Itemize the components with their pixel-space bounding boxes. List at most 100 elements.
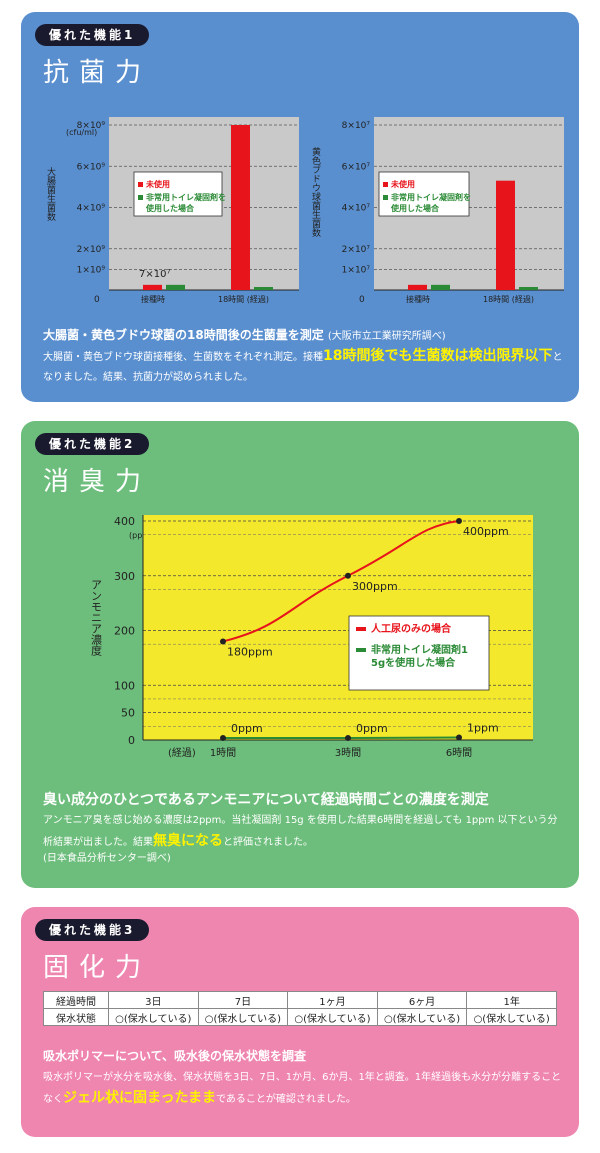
legend-label-treated-text: 5gを使用した場合 [371,656,456,669]
y-tick-label: 200 [114,625,135,638]
feature-panel-solidifying: 優れた機能3 固化力 経過時間 3日 7日 1ヶ月 6ヶ月 1年 保水状態 ○(… [21,907,579,1137]
y-tick-label: 1×10⁹ [77,265,106,275]
y-tick-label: 4×10⁷ [342,204,371,214]
legend-swatch-untreated [356,627,366,631]
data-label-untreated: 300ppm [352,580,398,593]
body-highlight: ジェル状に固まったまま [63,1090,217,1106]
body-text: と評価されました。 [223,837,313,848]
feature-panel-deodorizing: 優れた機能2 消臭力 アンモニア濃度 (ppm) 400 300 200 100 50 0… [21,421,579,888]
chart-unit: (ppm) [129,531,153,540]
body-text: となりました。結果、抗菌力が認められました。 [43,352,563,383]
x-tick-label: 18時間 (経過) [218,294,269,304]
bar-treated [431,284,450,290]
data-label-untreated: 180ppm [227,645,273,658]
legend-label-untreated: 未使用 [145,179,170,189]
series-line-treated [223,736,460,739]
chart-ylabel: アンモニア濃度 [90,579,103,657]
section-body: 大腸菌・黄色ブドウ球菌接種後、生菌数をそれぞれ測定。接種18時間後でも生菌数は検… [43,346,563,388]
feature-badge: 優れた機能3 [35,919,150,941]
section-heading: 大腸菌・黄色ブドウ球菌の18時間後の生菌量を測定 (大阪市立工業研究所調べ) [43,326,446,343]
x-tick-label: (経過) [168,746,196,759]
chart-ylabel: 黄色ブドウ球菌生菌数 [310,146,321,238]
y-tick-label: 8×10⁷ [342,121,371,131]
table-row: 保水状態 ○(保水している) ○(保水している) ○(保水している) ○(保水し… [43,1008,557,1026]
data-annotation: 7×10⁷ [139,269,170,280]
legend-label-untreated: 人工尿のみの場合 [371,622,452,635]
table-cell: ○(保水している) [197,1008,289,1026]
legend-label-treated-text: 使用した場合 [390,203,440,213]
body-highlight: 18時間後でも生菌数は検出限界以下 [323,348,553,364]
table-header-cell: 1ヶ月 [287,991,378,1009]
y-tick-label: 2×10⁷ [342,245,371,255]
legend-label-treated-text: 非常用トイレ凝固剤1 [371,643,468,656]
legend-label-treated: 非常用トイレ凝固剤を 使用した場合 [145,192,229,213]
legend-label-treated-text: 非常用トイレ凝固剤を [391,192,471,202]
data-point-treated [456,734,462,741]
y-tick-label: 4×10⁹ [77,204,106,214]
line-chart-ammonia: アンモニア濃度 (ppm) 400 300 200 100 50 0 (経過) 1時間 3時間… [90,515,533,759]
chart-legend [378,171,470,217]
body-text: 大腸菌・黄色ブドウ球菌接種後、生菌数をそれぞれ測定。接種 [43,352,323,363]
table-header-cell: 1年 [466,991,557,1009]
y-tick-label: 50 [121,707,135,720]
legend-label-treated: 非常用トイレ凝固剤1 5gを使用した場合 [371,643,471,669]
y-tick-label: 300 [114,570,135,583]
x-tick-label: 接種時 [406,294,430,304]
feature-title: 抗菌力 [43,58,152,88]
body-text: であることが確認されました。 [216,1094,356,1105]
heading-text: 大腸菌・黄色ブドウ球菌の18時間後の生菌量を測定 [43,328,324,342]
table-cell: ○(保水している) [287,1008,378,1026]
table-cell: ○(保水している) [466,1008,557,1026]
table-header-cell: 3日 [108,991,199,1009]
bar-untreated [408,284,427,290]
section-body: 吸水ポリマーが水分を吸水後、保水状態を3日、7日、1か月、6か月、1年と調査。1… [43,1068,563,1110]
data-point-untreated [345,572,351,579]
x-tick-label: 接種時 [141,294,165,304]
legend-swatch-untreated [138,182,143,187]
feature-badge: 優れた機能2 [35,433,150,455]
legend-label-untreated: 未使用 [390,179,415,189]
legend-swatch-treated [138,195,143,200]
chart-legend [348,615,490,691]
table-header-cell: 7日 [197,991,289,1009]
table-cell: ○(保水している) [108,1008,199,1026]
data-point-treated [345,735,351,741]
chart-ylabel: 大腸菌生菌数 [45,166,56,222]
chart-zero-label: 0 [94,295,100,305]
retention-table: 経過時間 3日 7日 1ヶ月 6ヶ月 1年 保水状態 ○(保水している) ○(保… [43,991,557,1026]
body-highlight: 無臭になる [153,833,223,849]
table-cell: 保水状態 [43,1008,109,1026]
body-text: アンモニア臭を感じ始める濃度は2ppm。当社凝固剤 15g を使用した結果6時間… [43,815,558,848]
chart-zero-label: 0 [359,295,365,305]
table-header-cell: 6ヶ月 [376,991,468,1009]
data-point-untreated [456,518,462,524]
y-tick-label: 100 [114,679,135,692]
x-tick-label: 1時間 [210,747,236,759]
bar-treated [166,284,185,290]
y-tick-label: 2×10⁹ [77,245,106,255]
chart-unit: (cfu/ml) [66,128,97,137]
y-tick-label: 6×10⁹ [77,162,106,172]
legend-swatch-untreated [383,182,388,187]
section-heading: 吸水ポリマーについて、吸水後の保水状態を調査 [43,1049,307,1063]
feature-panel-antibacterial: 優れた機能1 抗菌力 (cfu/ml) 大腸菌生菌数 8×10⁹ 6×10⁹ 4×1… [21,12,579,402]
legend-swatch-treated [356,648,366,652]
section-heading: 臭い成分のひとつであるアンモニアについて経過時間ごとの濃度を測定 [43,792,489,808]
bar-chart-staph: 黄色ブドウ球菌生菌数 8×10⁷ 6×10⁷ 4×10⁷ 2×10⁷ 1×10⁷ 0 接… [310,117,564,305]
data-label-treated: 1ppm [467,721,499,734]
data-point-untreated [220,638,226,645]
table-header-cell: 経過時間 [43,991,109,1009]
data-point-treated [220,735,226,741]
feature-title: 消臭力 [43,467,152,497]
feature-badge: 優れた機能1 [35,24,150,46]
heading-note: (大阪市立工業研究所調べ) [327,331,446,342]
x-tick-label: 6時間 [446,747,472,759]
bar-treated [254,287,273,290]
section-body: アンモニア臭を感じ始める濃度は2ppm。当社凝固剤 15g を使用した結果6時間… [43,811,563,853]
data-label-treated: 0ppm [231,722,263,735]
data-label-untreated: 400ppm [463,525,509,538]
legend-label-treated: 非常用トイレ凝固剤を 使用した場合 [390,192,474,213]
section-note: (日本食品分析センター調べ) [43,853,171,864]
table-cell: ○(保水している) [376,1008,468,1026]
body-text: 吸水ポリマーが水分を吸水後、保水状態を3日、7日、1か月、6か月、1年と調査。1… [43,1072,562,1105]
